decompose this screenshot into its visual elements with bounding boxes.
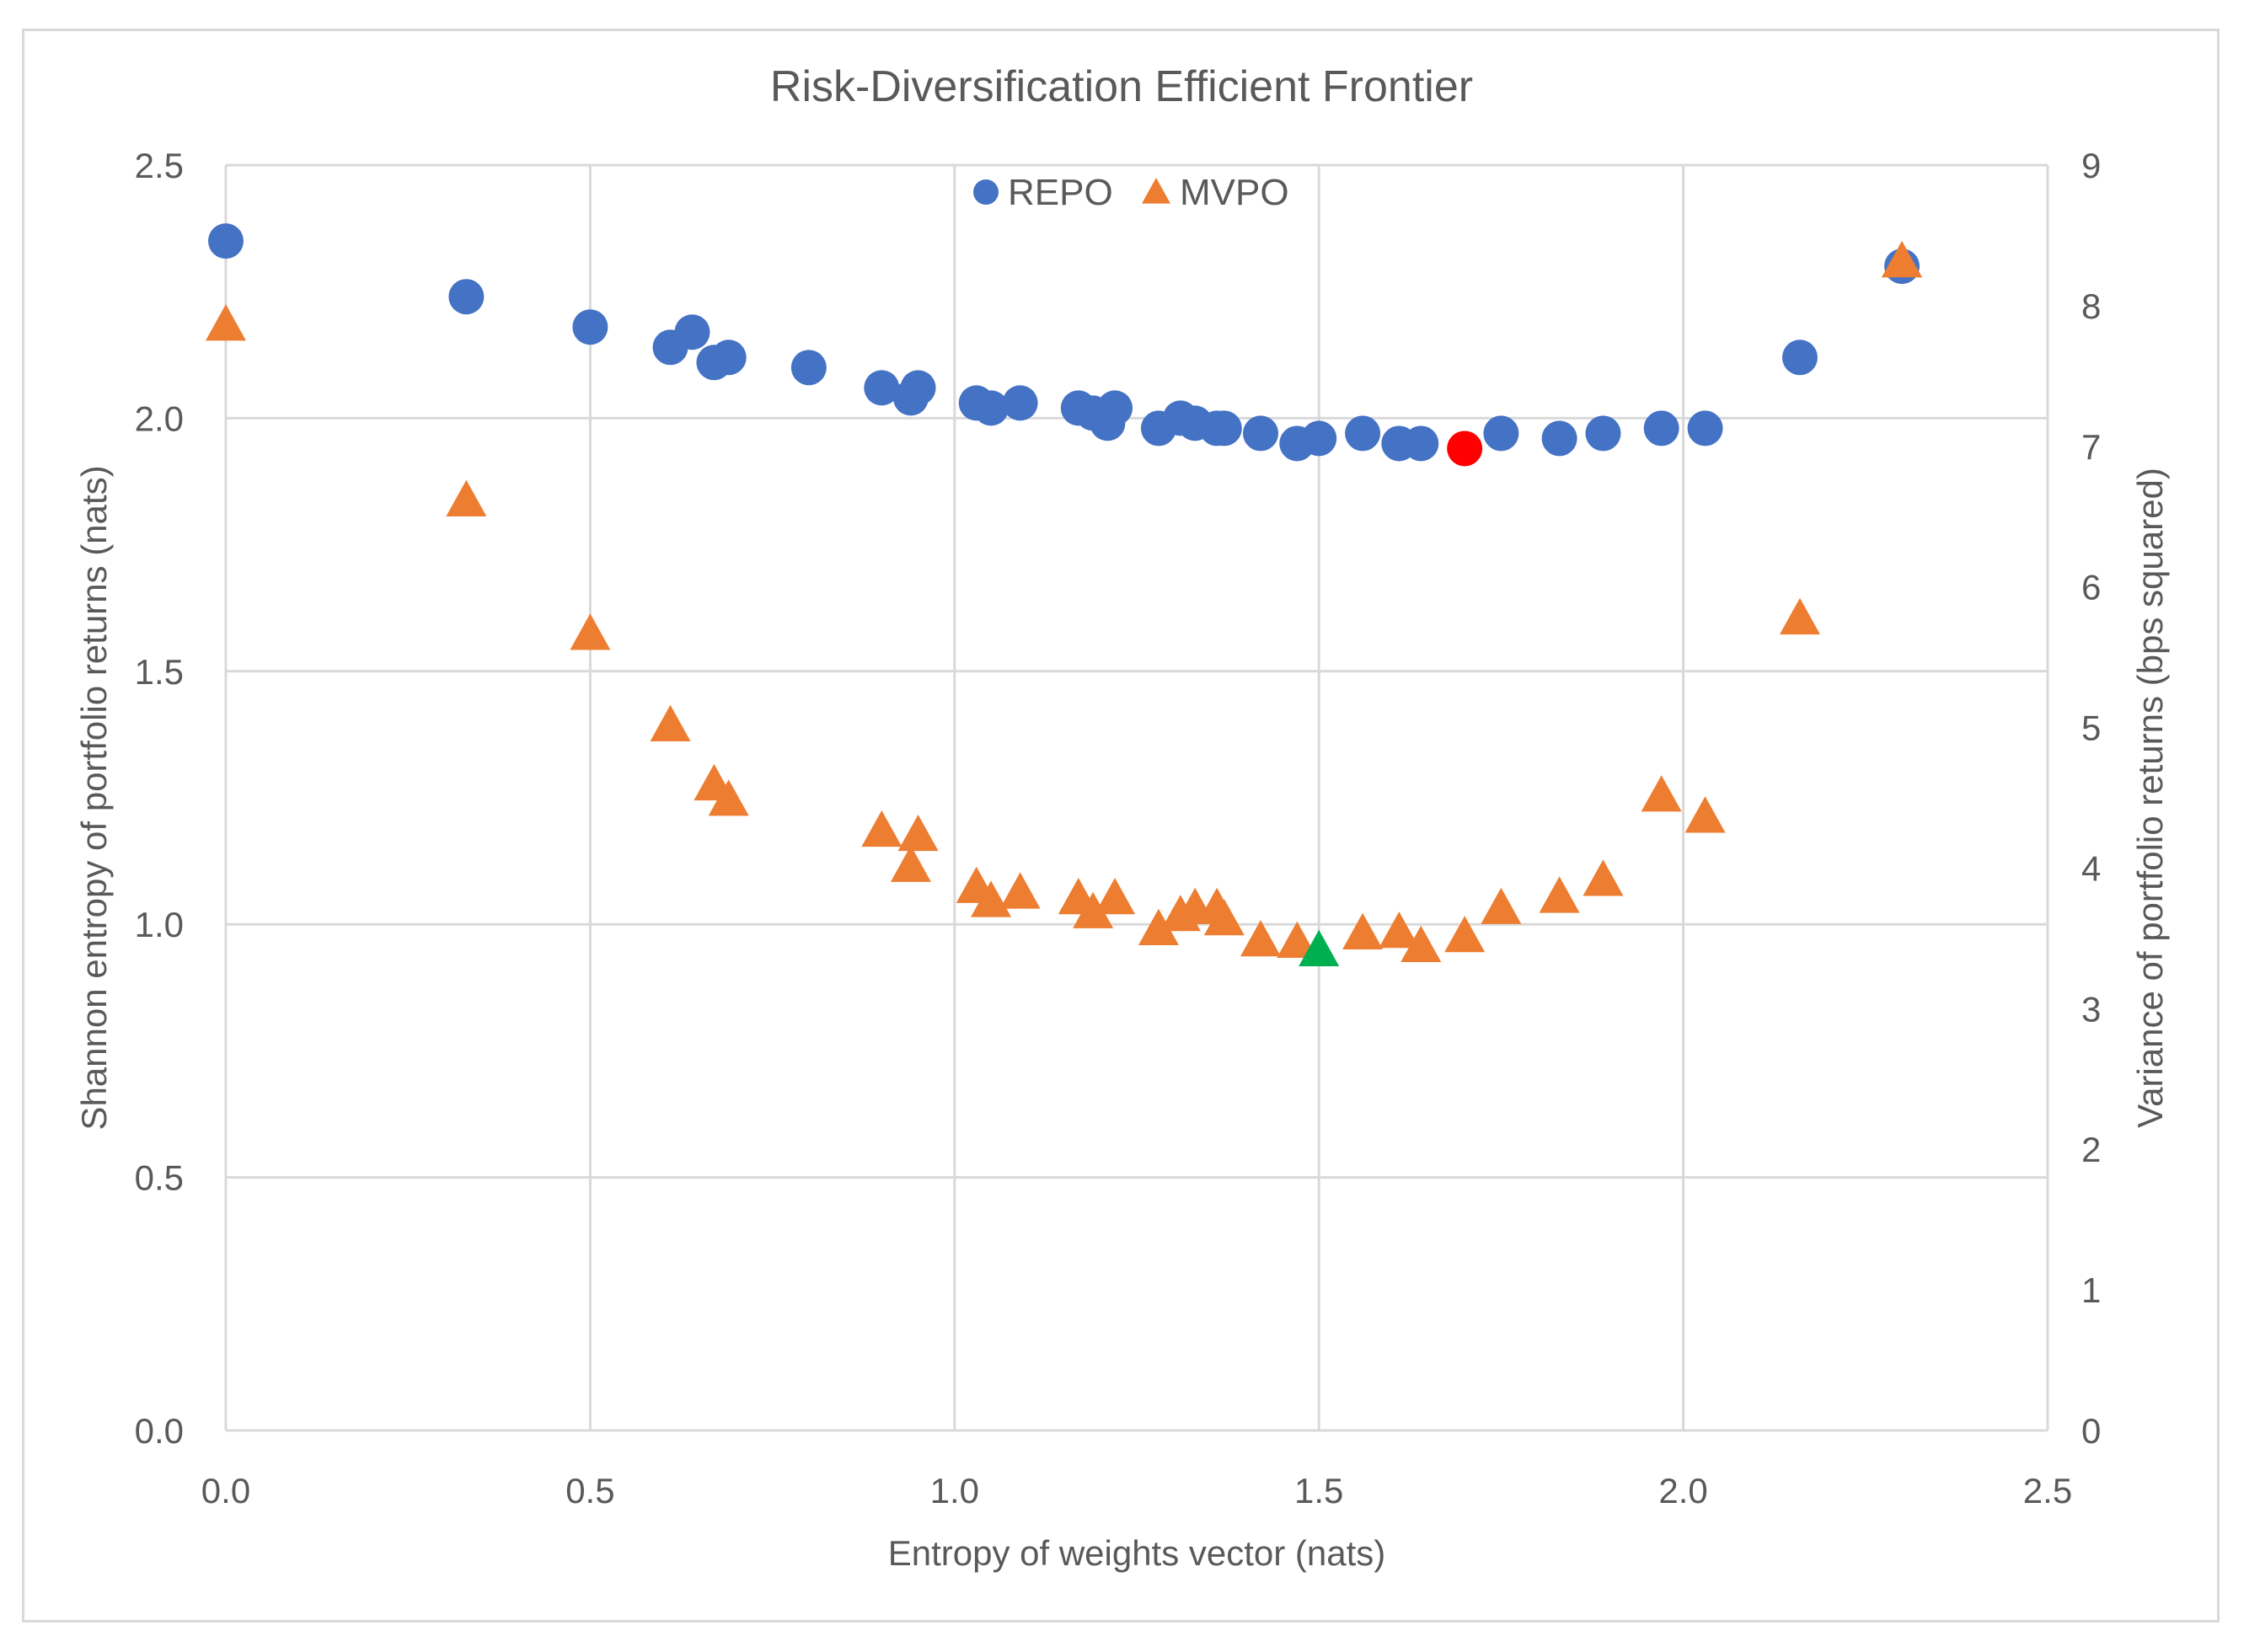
- repo-point: [1781, 339, 1818, 376]
- repo-point: [790, 350, 827, 386]
- chart-title: Risk-Diversification Efficient Frontier: [770, 62, 1473, 111]
- mvpo-point: [861, 810, 902, 847]
- right-y-tick-label: 5: [2081, 708, 2101, 748]
- x-tick-label: 2.0: [1658, 1471, 1707, 1510]
- mvpo-highlight-point: [1299, 929, 1340, 966]
- repo-point: [900, 370, 936, 406]
- x-axis-ticks: 0.0 0.5 1.0 1.5 2.0 2.5: [201, 1471, 2072, 1510]
- repo-point: [710, 339, 747, 376]
- x-tick-label: 1.5: [1294, 1471, 1343, 1510]
- data-points: [206, 223, 1923, 966]
- repo-point: [1301, 420, 1337, 457]
- x-tick-label: 1.0: [930, 1471, 979, 1510]
- right-y-tick-label: 6: [2081, 568, 2101, 607]
- mvpo-point: [897, 814, 939, 852]
- series-repo: [208, 223, 1920, 462]
- mvpo-point: [1444, 916, 1486, 953]
- repo-point: [1483, 415, 1519, 452]
- repo-highlight-point: [1447, 430, 1483, 467]
- repo-point: [1585, 415, 1621, 452]
- mvpo-point: [708, 779, 749, 816]
- repo-point: [1403, 425, 1439, 462]
- mvpo-point: [1779, 597, 1820, 635]
- right-y-tick-label: 9: [2081, 146, 2101, 185]
- repo-point: [864, 370, 900, 406]
- left-y-tick-label: 1.0: [135, 905, 184, 944]
- mvpo-point: [1583, 859, 1624, 896]
- mvpo-point: [1641, 775, 1682, 812]
- mvpo-point: [1481, 887, 1522, 924]
- right-y-tick-label: 3: [2081, 989, 2101, 1029]
- mvpo-point: [1539, 876, 1580, 913]
- repo-point: [1345, 415, 1381, 452]
- series-mvpo: [206, 241, 1923, 962]
- left-y-axis-label: Shannon entropy of portfolio returns (na…: [74, 465, 114, 1130]
- repo-point: [1097, 390, 1133, 426]
- mvpo-point: [1379, 912, 1420, 949]
- repo-point: [1002, 385, 1038, 421]
- left-y-tick-label: 2.5: [135, 146, 184, 185]
- right-y-tick-label: 7: [2081, 427, 2101, 467]
- repo-point: [1206, 410, 1242, 446]
- repo-point: [208, 223, 244, 259]
- legend-mvpo-marker: [1142, 178, 1170, 204]
- repo-point: [973, 390, 1010, 426]
- right-y-tick-label: 4: [2081, 848, 2101, 888]
- legend-repo-marker: [973, 179, 999, 205]
- gridlines: [224, 163, 2049, 1432]
- repo-point: [1243, 415, 1279, 452]
- x-tick-label: 0.5: [565, 1471, 614, 1510]
- left-y-tick-label: 1.5: [135, 652, 184, 692]
- legend-mvpo-label: MVPO: [1180, 172, 1289, 213]
- mvpo-point: [1203, 899, 1245, 936]
- legend: REPO MVPO: [973, 172, 1289, 213]
- legend-repo-label: REPO: [1008, 172, 1113, 213]
- right-y-axis-label: Variance of portfolio returns (bps squar…: [2130, 468, 2170, 1128]
- mvpo-point: [1138, 908, 1179, 945]
- repo-point: [674, 314, 710, 350]
- mvpo-point: [999, 872, 1041, 909]
- repo-point: [1643, 410, 1679, 446]
- mvpo-point: [1073, 891, 1114, 928]
- mvpo-point: [570, 613, 611, 650]
- right-y-axis-ticks: 0 1 2 3 4 5 6 7 8 9: [2081, 146, 2101, 1451]
- mvpo-point: [1882, 241, 1923, 278]
- repo-point: [1687, 410, 1723, 446]
- mvpo-point: [206, 304, 246, 341]
- x-tick-label: 0.0: [201, 1471, 250, 1510]
- mvpo-point: [1240, 920, 1282, 957]
- x-axis-label: Entropy of weights vector (nats): [888, 1533, 1386, 1573]
- mvpo-point: [1277, 921, 1318, 958]
- repo-point: [1541, 420, 1577, 457]
- right-y-tick-label: 1: [2081, 1270, 2101, 1310]
- mvpo-point: [446, 479, 487, 516]
- mvpo-point: [1095, 878, 1136, 915]
- chart-frame: [22, 29, 2220, 1623]
- repo-point: [448, 279, 485, 315]
- left-y-tick-label: 0.5: [135, 1158, 184, 1198]
- mvpo-point: [890, 845, 931, 882]
- x-tick-label: 2.5: [2023, 1471, 2072, 1510]
- right-y-tick-label: 8: [2081, 286, 2101, 326]
- mvpo-point: [650, 704, 691, 741]
- left-y-tick-label: 2.0: [135, 398, 184, 438]
- repo-point: [572, 309, 608, 345]
- mvpo-point: [1342, 912, 1384, 949]
- mvpo-point: [1684, 796, 1726, 833]
- right-y-tick-label: 2: [2081, 1130, 2101, 1169]
- right-y-tick-label: 0: [2081, 1411, 2101, 1451]
- left-y-axis-ticks: 0.0 0.5 1.0 1.5 2.0 2.5: [135, 146, 184, 1451]
- left-y-tick-label: 0.0: [135, 1411, 184, 1451]
- mvpo-point: [1400, 925, 1442, 962]
